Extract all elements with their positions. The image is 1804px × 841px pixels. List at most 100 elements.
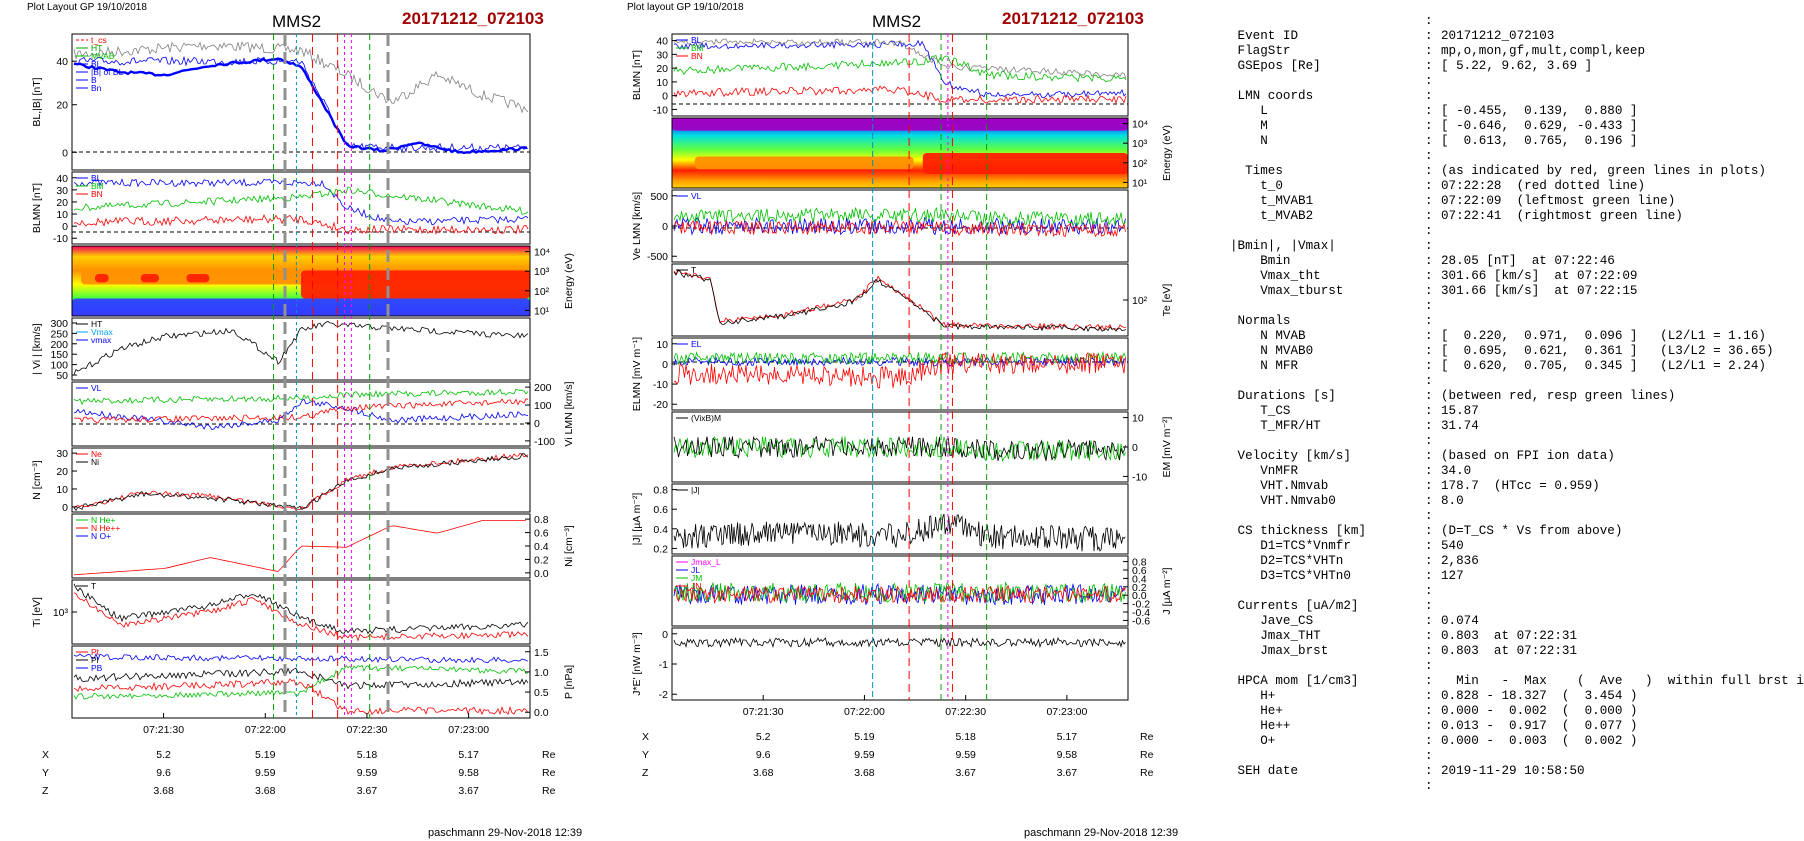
info-value: 127	[1441, 569, 1464, 583]
y-tick-label: 0.6	[653, 504, 668, 516]
x-tick-label: 07:22:00	[245, 724, 286, 736]
panel-m2: 10⁴ 10³ 10² 10¹ Energy (eV)	[671, 117, 1173, 189]
info-key: H+	[1230, 689, 1276, 703]
legend-label: Pt	[91, 647, 100, 657]
info-row: Normals:	[1230, 314, 1804, 329]
legend-label: JL	[691, 565, 700, 575]
y-tick-label: 40	[56, 173, 68, 185]
ephem-unit: Re	[1140, 731, 1154, 743]
legend-label: VL	[691, 191, 702, 201]
legend-label: VL	[91, 383, 102, 393]
y-tick-label: -2	[659, 689, 668, 701]
series-B	[673, 38, 1127, 79]
info-key: Vmax_tburst	[1230, 284, 1344, 298]
info-value: 301.66 [km/s] at 07:22:15	[1441, 284, 1638, 298]
info-row: Vmax_tht:301.66 [km/s] at 07:22:09	[1230, 269, 1804, 284]
info-value: [ 0.695, 0.621, 0.361 ] (L3/L2 = 36.65)	[1441, 344, 1774, 358]
info-value: 07:22:28 (red dotted line)	[1441, 179, 1646, 193]
info-key: Durations [s]	[1230, 389, 1336, 403]
y-tick-label: 10	[56, 484, 68, 496]
y-tick-label: 0.2	[653, 543, 668, 555]
info-key: SEH date	[1230, 764, 1299, 778]
legend-label: T	[691, 265, 696, 275]
info-value: 0.000 - 0.003 ( 0.002 )	[1441, 734, 1638, 748]
ephem-value: 3.67	[458, 785, 479, 797]
legend-label: t_cs	[91, 35, 107, 45]
y-tick-label: 0.4	[653, 524, 668, 536]
y-tick-label: 0.0	[1132, 590, 1147, 602]
info-row: N MVAB0: [ 0.695, 0.621, 0.361 ] (L3/L2 =…	[1230, 344, 1804, 359]
series-Ni	[73, 453, 529, 512]
panel-frame	[671, 555, 1129, 627]
info-row: N MFR: [ 0.620, 0.705, 0.345 ] (L2/L1 = 2…	[1230, 359, 1804, 374]
y-tick-label: 10	[656, 77, 668, 89]
info-separator: :	[1425, 374, 1433, 388]
y-tick-label: 30	[56, 448, 68, 460]
series-VM	[673, 206, 1126, 227]
ephem-unit: Re	[542, 767, 556, 779]
y-tick-label: 0.6	[1132, 565, 1147, 577]
y-tick-label: -10	[653, 379, 668, 391]
info-separator: :	[1425, 104, 1433, 118]
y-tick-label: 0.8	[534, 514, 549, 526]
y-tick-label: 10	[656, 339, 668, 351]
y-tick-label: 10³	[534, 266, 550, 278]
y-tick-label: 10⁴	[1132, 119, 1148, 131]
info-key: Vmax_tht	[1230, 269, 1321, 283]
series-PB	[73, 678, 529, 716]
ephem-value: 5.18	[357, 749, 378, 761]
info-key	[1230, 779, 1425, 794]
y-axis-label: BLMN [nT]	[631, 50, 643, 100]
y-axis-label: Energy (eV)	[563, 253, 575, 309]
info-row: Jmax_brst:0.803 at 07:22:31	[1230, 644, 1804, 659]
panel-p8: 10³ Ti [eV] T	[31, 579, 531, 645]
y-tick-label: -0.6	[1132, 615, 1150, 627]
info-key: Currents [uA/m2]	[1230, 599, 1359, 613]
info-row: Velocity [km/s]: (based on FPI ion data)	[1230, 449, 1804, 464]
info-row: Event ID:20171212_072103	[1230, 29, 1804, 44]
series-J	[673, 513, 1126, 552]
series-JE	[673, 636, 1126, 649]
y-axis-label: Ti [eV]	[31, 597, 43, 627]
y-tick-label: 300	[50, 318, 68, 330]
info-separator: :	[1425, 149, 1433, 163]
info-row: :	[1230, 659, 1804, 674]
legend-label: N O+	[91, 531, 111, 541]
info-separator: :	[1425, 539, 1433, 553]
y-axis-label: Ni [cm⁻³]	[563, 525, 575, 567]
ephem-value: 3.68	[153, 785, 174, 797]
info-row: He+:0.000 - 0.002 ( 0.000 )	[1230, 704, 1804, 719]
info-key: He+	[1230, 704, 1283, 718]
ephem-value: 9.59	[854, 749, 875, 761]
info-value: 2019-11-29 10:58:50	[1441, 764, 1585, 778]
legend-label: T	[91, 581, 96, 591]
y-axis-label: J [µA m⁻²]	[1161, 567, 1173, 614]
info-separator: :	[1425, 254, 1433, 268]
y-tick-label: 0.0	[534, 707, 549, 719]
legend-label: N He++	[91, 523, 120, 533]
ephem-value: 3.67	[357, 785, 378, 797]
info-row: Times: (as indicated by red, green lines …	[1230, 164, 1804, 179]
y-tick-label: 0.8	[653, 485, 668, 497]
y-axis-label: Vi LMN [km/s]	[563, 381, 575, 446]
info-row: Durations [s]: (between red, resp green l…	[1230, 389, 1804, 404]
info-row: VHT.Nmvab:178.7 (HTcc = 0.959)	[1230, 479, 1804, 494]
info-value: 0.013 - 0.917 ( 0.077 )	[1441, 719, 1638, 733]
y-tick-label: -0.2	[1132, 599, 1150, 611]
info-row: D3=TCS*VHTn0:127	[1230, 569, 1804, 584]
info-value: 2,836	[1441, 554, 1479, 568]
y-axis-label: ELMN [mV m⁻¹]	[631, 337, 643, 411]
series-VM	[73, 388, 529, 406]
info-separator: :	[1425, 689, 1433, 703]
info-value: (as indicated by red, green lines in plo…	[1441, 164, 1766, 178]
legend-label: Pi	[91, 655, 99, 665]
series-VL	[73, 398, 529, 431]
y-tick-label: 20	[656, 63, 668, 75]
info-row: :	[1230, 434, 1804, 449]
info-row: Bmin:28.05 [nT] at 07:22:46	[1230, 254, 1804, 269]
y-tick-label: 150	[50, 349, 68, 361]
legend-label: (VixB)M	[691, 413, 721, 423]
